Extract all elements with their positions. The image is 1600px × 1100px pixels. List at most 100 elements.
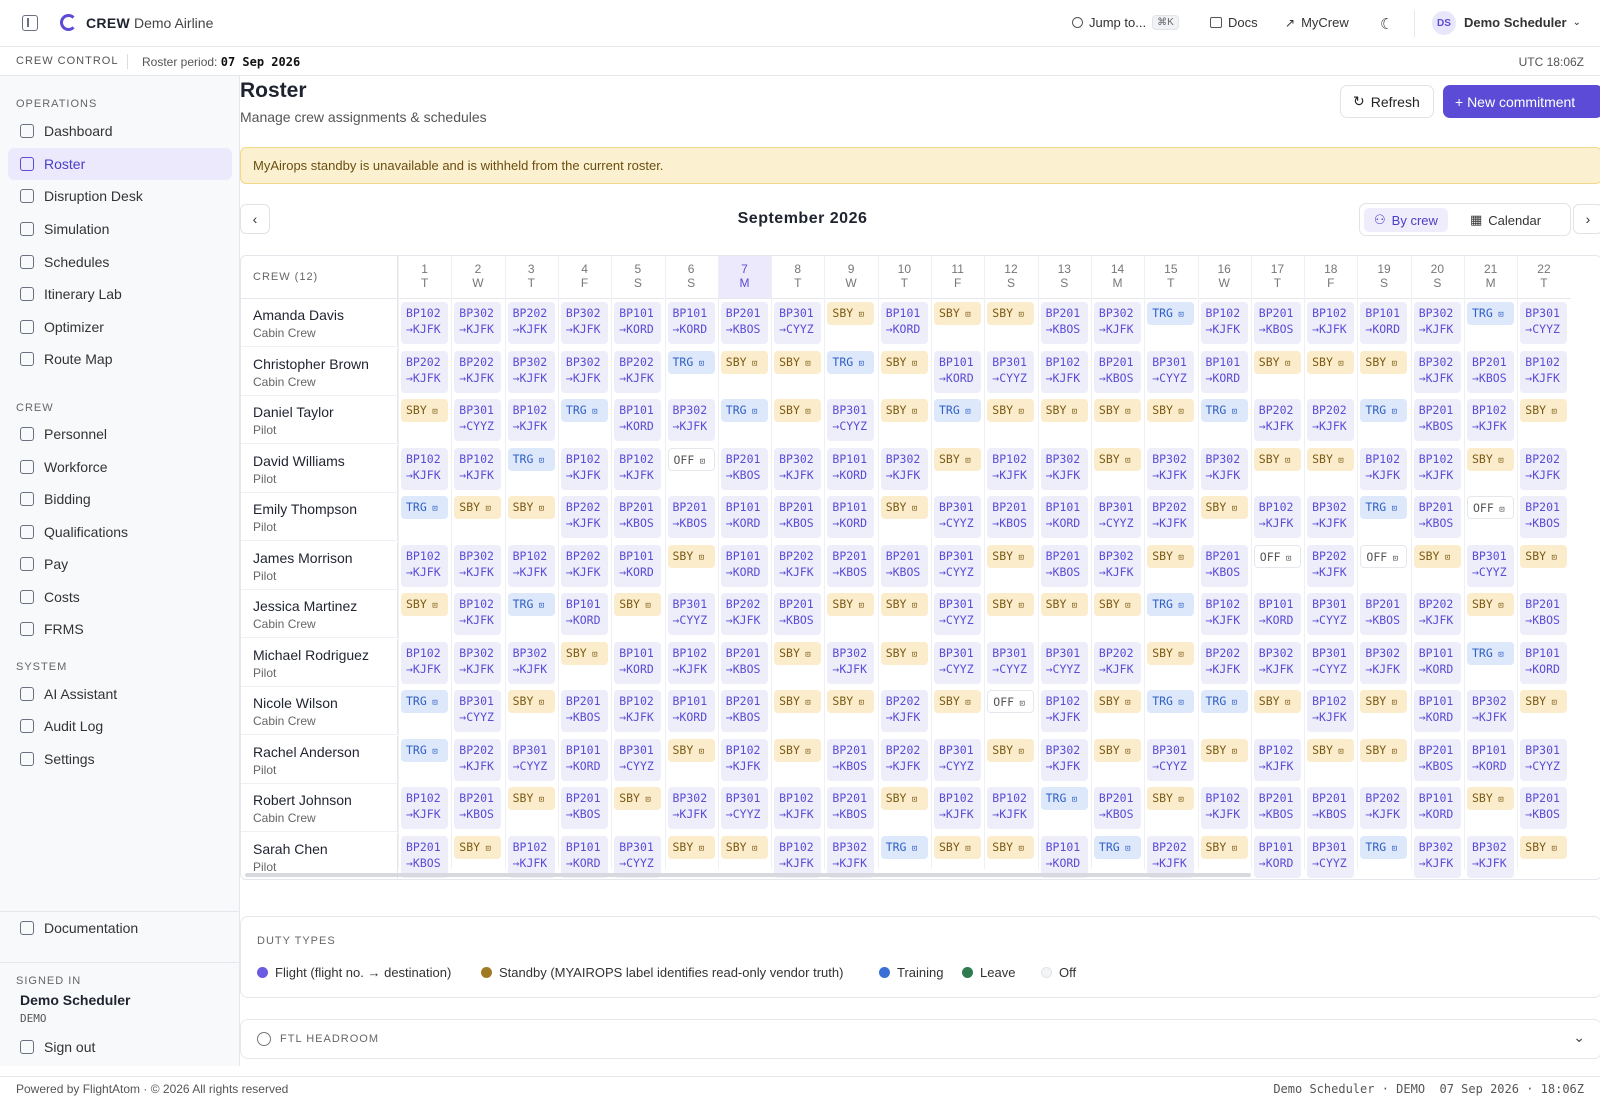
standby-duty-cell[interactable]: SBY ⊡ xyxy=(1467,447,1514,471)
flight-duty-cell[interactable]: BP301 →CYYZ xyxy=(934,544,981,587)
flight-duty-cell[interactable]: BP102 →KJFK xyxy=(1200,302,1248,344)
flight-duty-cell[interactable]: BP102 →KJFK xyxy=(401,302,448,344)
flight-duty-cell[interactable]: BP201 →KBOS xyxy=(720,641,768,684)
standby-duty-cell[interactable]: SBY ⊡ xyxy=(1520,399,1568,422)
standby-duty-cell[interactable]: SBY ⊡ xyxy=(614,593,662,616)
flight-duty-cell[interactable]: BP102 →KJFK xyxy=(1307,690,1355,732)
flight-duty-cell[interactable]: BP302 →KJFK xyxy=(1307,496,1355,538)
standby-duty-cell[interactable]: SBY ⊡ xyxy=(1307,738,1355,762)
standby-duty-cell[interactable]: SBY ⊡ xyxy=(1253,447,1301,471)
flight-duty-cell[interactable]: BP302 →KJFK xyxy=(1360,641,1408,684)
flight-duty-cell[interactable]: BP102 →KJFK xyxy=(1360,447,1408,490)
flight-duty-cell[interactable]: BP302 →KJFK xyxy=(560,302,608,344)
crew-row-header[interactable]: James Morrison Pilot xyxy=(241,541,398,590)
training-duty-cell[interactable]: TRG ⊡ xyxy=(401,496,448,519)
standby-duty-cell[interactable]: SBY ⊡ xyxy=(1147,544,1195,568)
standby-duty-cell[interactable]: SBY ⊡ xyxy=(774,350,822,374)
user-menu[interactable]: Demo Scheduler ⌄ xyxy=(1464,15,1581,30)
flight-duty-cell[interactable]: BP301 →CYYZ xyxy=(507,738,555,781)
flight-duty-cell[interactable]: BP302 →KJFK xyxy=(774,447,822,490)
flight-duty-cell[interactable]: BP202 →KJFK xyxy=(401,350,448,393)
flight-duty-cell[interactable]: BP102 →KJFK xyxy=(1200,593,1248,635)
flight-duty-cell[interactable]: BP201 →KBOS xyxy=(401,835,448,878)
by-crew-toggle[interactable]: ⚇ By crew xyxy=(1364,208,1448,232)
flight-duty-cell[interactable]: BP102 →KJFK xyxy=(507,544,555,587)
flight-duty-cell[interactable]: BP102 →KJFK xyxy=(1253,496,1301,538)
flight-duty-cell[interactable]: BP201 →KBOS xyxy=(1093,350,1141,393)
flight-duty-cell[interactable]: BP201 →KBOS xyxy=(1520,593,1568,635)
standby-duty-cell[interactable]: SBY ⊡ xyxy=(827,690,875,713)
flight-duty-cell[interactable]: BP102 →KJFK xyxy=(401,641,448,684)
flight-duty-cell[interactable]: BP102 →KJFK xyxy=(454,447,502,490)
standby-duty-cell[interactable]: SBY ⊡ xyxy=(934,835,981,859)
standby-duty-cell[interactable]: SBY ⊡ xyxy=(880,641,928,665)
training-duty-cell[interactable]: TRG ⊡ xyxy=(880,835,928,859)
flight-duty-cell[interactable]: BP101 →KORD xyxy=(1040,496,1088,538)
standby-duty-cell[interactable]: SBY ⊡ xyxy=(667,835,715,859)
flight-duty-cell[interactable]: BP102 →KJFK xyxy=(934,787,981,829)
flight-duty-cell[interactable]: BP301 →CYYZ xyxy=(987,350,1035,393)
flight-duty-cell[interactable]: BP202 →KJFK xyxy=(1307,544,1355,587)
flight-duty-cell[interactable]: BP202 →KJFK xyxy=(614,350,662,393)
flight-duty-cell[interactable]: BP202 →KJFK xyxy=(774,544,822,587)
flight-duty-cell[interactable]: BP201 →KBOS xyxy=(1413,399,1461,441)
flight-duty-cell[interactable]: BP302 →KJFK xyxy=(827,641,875,684)
crew-row-header[interactable]: Michael Rodriguez Pilot xyxy=(241,638,398,687)
training-duty-cell[interactable]: TRG ⊡ xyxy=(1147,690,1195,713)
flight-duty-cell[interactable]: BP302 →KJFK xyxy=(1413,350,1461,393)
flight-duty-cell[interactable]: BP302 →KJFK xyxy=(560,350,608,393)
flight-duty-cell[interactable]: BP202 →KJFK xyxy=(880,690,928,732)
docs-link[interactable]: Docs xyxy=(1210,15,1258,30)
standby-duty-cell[interactable]: SBY ⊡ xyxy=(1200,496,1248,519)
standby-duty-cell[interactable]: SBY ⊡ xyxy=(1467,593,1514,616)
standby-duty-cell[interactable]: SBY ⊡ xyxy=(1200,738,1248,762)
off-duty-cell[interactable]: OFF ⊡ xyxy=(1253,544,1301,568)
sidebar-item-itinerary-lab[interactable]: Itinerary Lab xyxy=(8,278,232,310)
training-duty-cell[interactable]: TRG ⊡ xyxy=(667,350,715,374)
flight-duty-cell[interactable]: BP302 →KJFK xyxy=(667,787,715,829)
standby-duty-cell[interactable]: SBY ⊡ xyxy=(934,302,981,325)
training-duty-cell[interactable]: TRG ⊡ xyxy=(827,350,875,374)
flight-duty-cell[interactable]: BP201 →KBOS xyxy=(1307,787,1355,829)
crew-row-header[interactable]: Sarah Chen Pilot xyxy=(241,832,398,879)
flight-duty-cell[interactable]: BP301 →CYYZ xyxy=(934,738,981,781)
flight-duty-cell[interactable]: BP201 →KBOS xyxy=(720,447,768,490)
standby-duty-cell[interactable]: SBY ⊡ xyxy=(1040,399,1088,422)
flight-duty-cell[interactable]: BP301 →CYYZ xyxy=(667,593,715,635)
calendar-toggle[interactable]: ▦ Calendar xyxy=(1460,208,1551,232)
flight-duty-cell[interactable]: BP102 →KJFK xyxy=(1040,350,1088,393)
flight-duty-cell[interactable]: BP301 →CYYZ xyxy=(1307,835,1355,878)
standby-duty-cell[interactable]: SBY ⊡ xyxy=(880,350,928,374)
standby-duty-cell[interactable]: SBY ⊡ xyxy=(934,690,981,713)
mycrew-link[interactable]: ↗ MyCrew xyxy=(1285,15,1349,30)
training-duty-cell[interactable]: TRG ⊡ xyxy=(401,738,448,762)
flight-duty-cell[interactable]: BP201 →KBOS xyxy=(1520,496,1568,538)
flight-duty-cell[interactable]: BP301 →CYYZ xyxy=(1147,738,1195,781)
flight-duty-cell[interactable]: BP102 →KJFK xyxy=(1253,738,1301,781)
flight-duty-cell[interactable]: BP301 →CYYZ xyxy=(934,641,981,684)
flight-duty-cell[interactable]: BP202 →KJFK xyxy=(454,350,502,393)
flight-duty-cell[interactable]: BP101 →KORD xyxy=(720,544,768,587)
training-duty-cell[interactable]: TRG ⊡ xyxy=(1360,835,1408,859)
flight-duty-cell[interactable]: BP102 →KJFK xyxy=(401,787,448,829)
flight-duty-cell[interactable]: BP301 →CYYZ xyxy=(454,399,502,441)
standby-duty-cell[interactable]: SBY ⊡ xyxy=(1093,690,1141,713)
sidebar-item-roster[interactable]: Roster xyxy=(8,148,232,180)
sidebar-item-qualifications[interactable]: Qualifications xyxy=(8,516,232,548)
flight-duty-cell[interactable]: BP201 →KBOS xyxy=(1040,544,1088,587)
standby-duty-cell[interactable]: SBY ⊡ xyxy=(987,738,1035,762)
off-duty-cell[interactable]: OFF ⊡ xyxy=(1467,496,1514,519)
standby-duty-cell[interactable]: SBY ⊡ xyxy=(507,496,555,519)
training-duty-cell[interactable]: TRG ⊡ xyxy=(1040,787,1088,810)
standby-duty-cell[interactable]: SBY ⊡ xyxy=(1360,350,1408,374)
flight-duty-cell[interactable]: BP302 →KJFK xyxy=(454,302,502,344)
flight-duty-cell[interactable]: BP302 →KJFK xyxy=(1093,302,1141,344)
sidebar-item-route-map[interactable]: Route Map xyxy=(8,343,232,375)
standby-duty-cell[interactable]: SBY ⊡ xyxy=(1253,350,1301,374)
flight-duty-cell[interactable]: BP102 →KJFK xyxy=(667,641,715,684)
flight-duty-cell[interactable]: BP201 →KBOS xyxy=(774,593,822,635)
flight-duty-cell[interactable]: BP101 →KORD xyxy=(1467,738,1514,781)
crew-row-header[interactable]: Amanda Davis Cabin Crew xyxy=(241,299,398,347)
flight-duty-cell[interactable]: BP301 →CYYZ xyxy=(774,302,822,344)
training-duty-cell[interactable]: TRG ⊡ xyxy=(1200,690,1248,713)
